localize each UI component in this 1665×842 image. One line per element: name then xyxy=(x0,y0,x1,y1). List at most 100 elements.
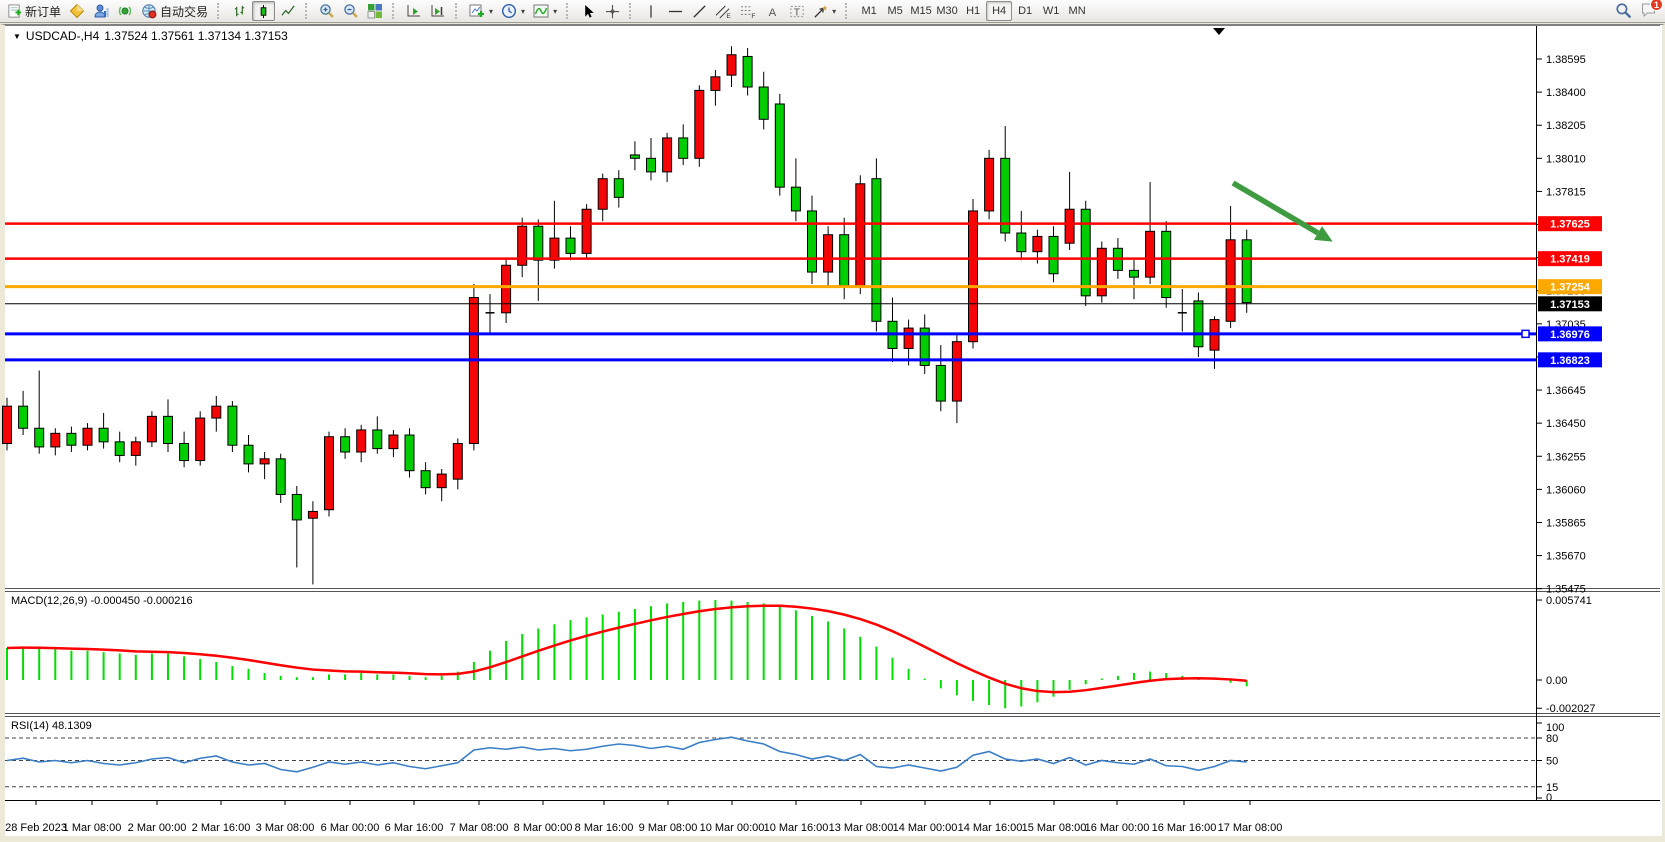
rsi-indicator-label: RSI(14) 48.1309 xyxy=(11,720,92,732)
svg-text:9 Mar 08:00: 9 Mar 08:00 xyxy=(639,822,698,834)
periods-icon xyxy=(502,3,517,19)
shapes-tool[interactable]: ▾ xyxy=(810,1,839,21)
timeframe-button-M5[interactable]: M5 xyxy=(887,5,903,17)
svg-text:1.36976: 1.36976 xyxy=(1550,329,1590,341)
indicators-button[interactable]: ▾ xyxy=(530,1,560,21)
chart-shift-marker-icon xyxy=(1213,28,1225,35)
svg-text:1.36060: 1.36060 xyxy=(1546,484,1586,496)
toolbar-gripper xyxy=(455,3,460,19)
toolbar-gripper xyxy=(629,3,634,19)
candlestick-mode-button[interactable] xyxy=(252,1,276,21)
timeframe-button-H1[interactable]: H1 xyxy=(966,5,981,17)
macd-indicator-label: MACD(12,26,9) -0.000450 -0.000216 xyxy=(11,595,193,607)
label-tool[interactable]: T xyxy=(786,1,808,21)
svg-text:1.35475: 1.35475 xyxy=(1546,584,1586,596)
chart-shift-button[interactable] xyxy=(427,1,449,21)
svg-text:1.36823: 1.36823 xyxy=(1550,355,1590,367)
collapse-triangle-icon[interactable]: ▼ xyxy=(13,31,21,41)
toolbar-gripper xyxy=(392,3,397,19)
macd-signal-line xyxy=(6,604,1247,694)
horizontal-level-lines[interactable] xyxy=(5,222,1536,362)
timeframe-button-M30[interactable]: M30 xyxy=(936,5,958,17)
svg-text:16 Mar 16:00: 16 Mar 16:00 xyxy=(1152,822,1217,834)
svg-text:1.37625: 1.37625 xyxy=(1550,219,1590,231)
autotrading-icon xyxy=(142,4,157,19)
new-chart-button[interactable]: ▾ xyxy=(466,1,496,21)
cursor-tool-button[interactable] xyxy=(577,1,599,21)
timeframe-button-M1[interactable]: M1 xyxy=(861,5,877,17)
svg-text:8 Mar 00:00: 8 Mar 00:00 xyxy=(514,822,573,834)
chart-title: ▼ USDCAD-,H4 1.37524 1.37561 1.37134 1.3… xyxy=(13,29,288,43)
chart-title-ohlc: 1.37524 1.37561 1.37134 1.37153 xyxy=(104,29,288,43)
svg-text:10 Mar 16:00: 10 Mar 16:00 xyxy=(764,822,829,834)
chart-title-symbol: USDCAD-,H4 xyxy=(25,29,100,43)
svg-text:100: 100 xyxy=(1546,722,1564,734)
new-order-button[interactable]: 新订单 xyxy=(4,1,64,21)
svg-text:1.36450: 1.36450 xyxy=(1546,418,1586,430)
svg-text:14 Mar 00:00: 14 Mar 00:00 xyxy=(893,822,958,834)
zoom-in-icon xyxy=(320,4,334,18)
svg-text:10 Mar 00:00: 10 Mar 00:00 xyxy=(700,822,765,834)
svg-text:0.005741: 0.005741 xyxy=(1546,595,1592,607)
chevron-down-icon: ▾ xyxy=(553,6,558,16)
svg-text:1.35670: 1.35670 xyxy=(1546,551,1586,563)
new-order-icon xyxy=(8,3,22,18)
svg-text:3 Mar 08:00: 3 Mar 08:00 xyxy=(256,822,315,834)
line-chart-icon[interactable] xyxy=(277,1,299,21)
svg-text:1.38400: 1.38400 xyxy=(1546,87,1586,99)
toolbar-gripper xyxy=(845,3,850,19)
auto-trading-label: 自动交易 xyxy=(160,4,209,19)
rsi-pane xyxy=(5,736,1536,788)
crosshair-tool-button[interactable] xyxy=(601,1,623,21)
svg-text:17 Mar 08:00: 17 Mar 08:00 xyxy=(1218,822,1283,834)
text-tool[interactable]: A xyxy=(762,1,784,21)
zoom-in-button[interactable] xyxy=(316,1,338,21)
svg-text:1.37419: 1.37419 xyxy=(1550,254,1590,266)
ohlc-bars-icon[interactable] xyxy=(228,1,250,21)
toolbar-gripper xyxy=(217,3,222,19)
svg-text:2 Mar 00:00: 2 Mar 00:00 xyxy=(128,822,187,834)
shapes-icon xyxy=(814,4,828,18)
price-chart-canvas[interactable]: 1.38595 1.38400 1.38205 1.38010 1.37815 1.376… xyxy=(0,24,1665,842)
fibonacci-tool[interactable]: F xyxy=(737,1,760,21)
svg-text:80: 80 xyxy=(1546,733,1558,745)
svg-text:28 Feb 2023: 28 Feb 2023 xyxy=(5,822,67,834)
svg-text:-0.002027: -0.002027 xyxy=(1546,703,1596,715)
svg-text:8 Mar 16:00: 8 Mar 16:00 xyxy=(575,822,634,834)
vertical-line-tool[interactable] xyxy=(640,1,662,21)
svg-text:1.37815: 1.37815 xyxy=(1546,186,1586,198)
zoom-out-icon xyxy=(344,4,358,18)
zoom-out-button[interactable] xyxy=(340,1,362,21)
trendline-tool[interactable] xyxy=(688,1,710,21)
tile-windows-icon[interactable] xyxy=(364,1,386,21)
auto-scroll-button[interactable] xyxy=(403,1,425,21)
svg-text:0.00: 0.00 xyxy=(1546,675,1567,687)
periods-button[interactable]: ▾ xyxy=(498,1,528,21)
auto-trading-button[interactable]: 自动交易 xyxy=(138,1,211,21)
market-diamond-icon[interactable] xyxy=(66,1,88,21)
timeframe-button-MN[interactable]: MN xyxy=(1068,5,1086,17)
svg-text:15: 15 xyxy=(1546,782,1558,794)
timeframe-buttons: M1 M5 M15 M30 H1 H4 D1 W1 MN xyxy=(856,1,1090,21)
candlesticks xyxy=(2,46,1252,585)
svg-text:13 Mar 08:00: 13 Mar 08:00 xyxy=(829,822,894,834)
svg-text:1.36255: 1.36255 xyxy=(1546,451,1586,463)
timeframe-button-D1[interactable]: D1 xyxy=(1018,5,1033,17)
horizontal-line-tool[interactable] xyxy=(664,1,686,21)
timeframe-button-H4[interactable]: H4 xyxy=(986,1,1013,21)
svg-text:14 Mar 16:00: 14 Mar 16:00 xyxy=(958,822,1023,834)
svg-text:0: 0 xyxy=(1546,792,1552,804)
timeframe-button-W1[interactable]: W1 xyxy=(1042,5,1060,17)
toolbar-gripper xyxy=(305,3,310,19)
search-icon[interactable] xyxy=(1615,2,1632,22)
pane-frame xyxy=(5,25,1660,801)
timeframe-button-M15[interactable]: M15 xyxy=(910,5,932,17)
chart-window xyxy=(0,24,1665,842)
signal-icon[interactable] xyxy=(114,1,136,21)
profile-chart-icon[interactable] xyxy=(90,1,112,21)
main-toolbar: 新订单 自动交易 ▾ ▾ xyxy=(0,0,1665,23)
trend-arrow-annotation[interactable] xyxy=(1231,180,1333,242)
notifications-button[interactable]: 1 xyxy=(1640,0,1663,21)
channel-tool[interactable]: E xyxy=(712,1,735,21)
